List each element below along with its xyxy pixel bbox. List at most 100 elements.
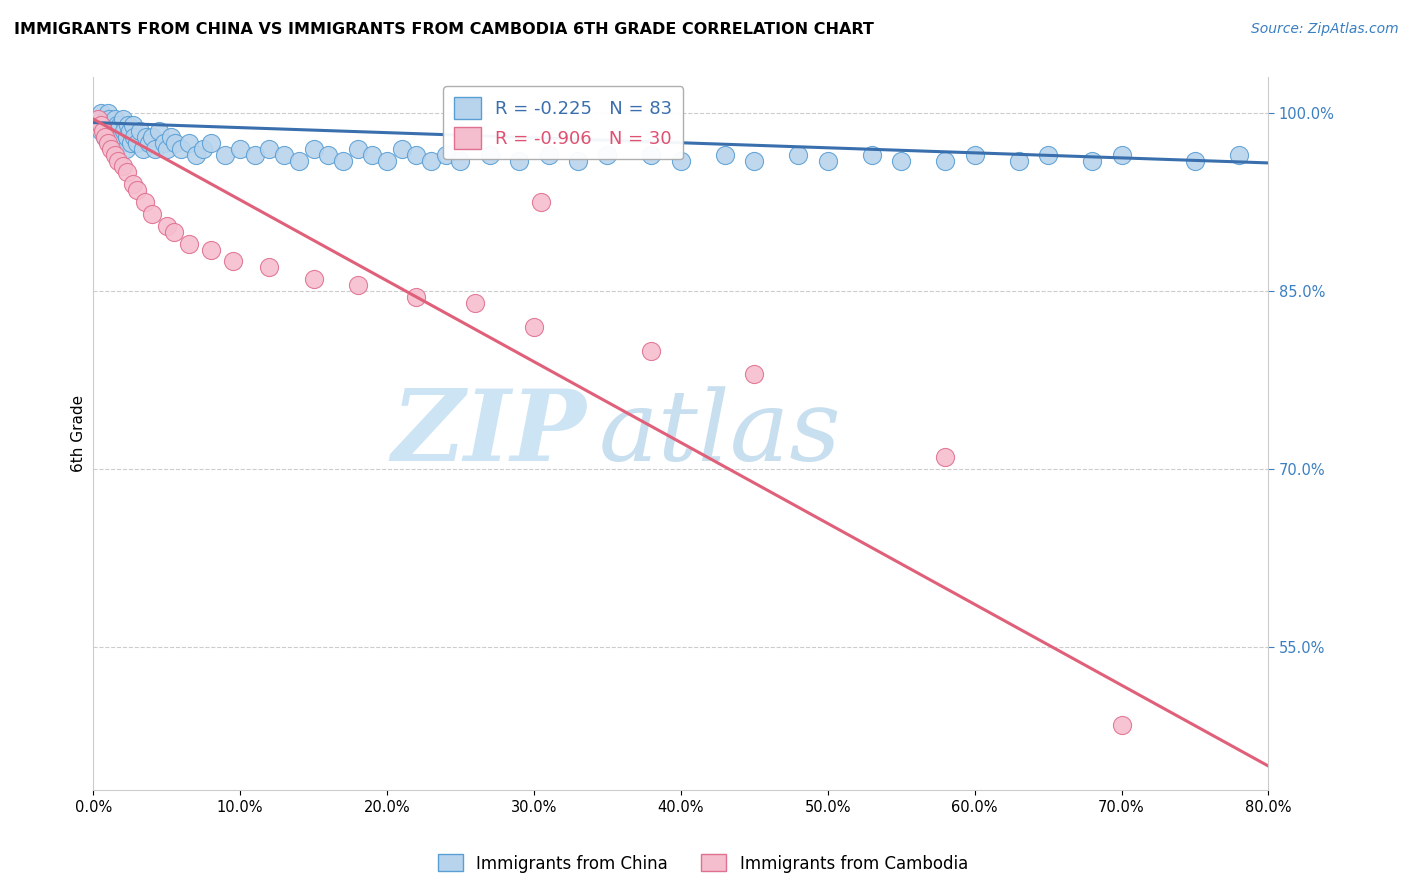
Point — [108, 136, 131, 150]
Text: ZIP: ZIP — [392, 385, 586, 482]
Point — [160, 129, 183, 144]
Point — [1111, 147, 1133, 161]
Point — [156, 219, 179, 233]
Y-axis label: 6th Grade: 6th Grade — [72, 395, 86, 472]
Point — [787, 147, 810, 161]
Point — [567, 153, 589, 168]
Point — [100, 124, 122, 138]
Point — [1184, 153, 1206, 168]
Point — [111, 160, 134, 174]
Point — [449, 153, 471, 168]
Point — [104, 147, 127, 161]
Point — [97, 106, 120, 120]
Point — [596, 147, 619, 161]
Point — [156, 142, 179, 156]
Point — [98, 112, 121, 126]
Point — [375, 153, 398, 168]
Point — [361, 147, 384, 161]
Point — [94, 129, 117, 144]
Point — [530, 195, 553, 210]
Point — [86, 112, 108, 126]
Point — [259, 142, 281, 156]
Point — [346, 142, 368, 156]
Point — [200, 243, 222, 257]
Point — [346, 278, 368, 293]
Point — [817, 153, 839, 168]
Point — [184, 147, 207, 161]
Point — [129, 124, 152, 138]
Point — [478, 147, 501, 161]
Point — [93, 118, 115, 132]
Point — [537, 147, 560, 161]
Point — [508, 153, 530, 168]
Point — [523, 319, 546, 334]
Point — [121, 178, 143, 192]
Point — [110, 129, 132, 144]
Point — [1111, 717, 1133, 731]
Point — [112, 124, 135, 138]
Point — [105, 118, 128, 132]
Point — [101, 118, 124, 132]
Point — [107, 153, 129, 168]
Point — [104, 112, 127, 126]
Point — [163, 225, 186, 239]
Point — [405, 147, 427, 161]
Point — [288, 153, 311, 168]
Legend: Immigrants from China, Immigrants from Cambodia: Immigrants from China, Immigrants from C… — [432, 847, 974, 880]
Point — [742, 153, 765, 168]
Point — [94, 129, 117, 144]
Point — [214, 147, 236, 161]
Point — [108, 118, 131, 132]
Point — [405, 290, 427, 304]
Point — [229, 142, 252, 156]
Point — [890, 153, 912, 168]
Point — [103, 129, 125, 144]
Point — [1227, 147, 1250, 161]
Point — [132, 142, 155, 156]
Point — [97, 129, 120, 144]
Point — [104, 129, 127, 144]
Point — [742, 368, 765, 382]
Text: atlas: atlas — [599, 386, 841, 482]
Point — [1008, 153, 1031, 168]
Point — [138, 136, 160, 150]
Point — [177, 236, 200, 251]
Point — [90, 124, 112, 138]
Point — [332, 153, 354, 168]
Point — [640, 147, 662, 161]
Point — [90, 106, 112, 120]
Point — [121, 118, 143, 132]
Point — [273, 147, 295, 161]
Point — [114, 142, 136, 156]
Point — [1081, 153, 1104, 168]
Point — [148, 124, 170, 138]
Point — [934, 450, 956, 465]
Point — [170, 142, 193, 156]
Point — [243, 147, 266, 161]
Point — [302, 272, 325, 286]
Point — [1036, 147, 1059, 161]
Point — [302, 142, 325, 156]
Point — [115, 129, 138, 144]
Point — [100, 142, 122, 156]
Point — [141, 129, 163, 144]
Text: IMMIGRANTS FROM CHINA VS IMMIGRANTS FROM CAMBODIA 6TH GRADE CORRELATION CHART: IMMIGRANTS FROM CHINA VS IMMIGRANTS FROM… — [14, 22, 875, 37]
Point — [127, 136, 149, 150]
Point — [120, 136, 142, 150]
Point — [640, 343, 662, 358]
Point — [464, 296, 486, 310]
Point — [934, 153, 956, 168]
Point — [714, 147, 737, 161]
Point — [860, 147, 883, 161]
Point — [152, 136, 174, 150]
Point — [86, 112, 108, 126]
Point — [124, 129, 146, 144]
Point — [316, 147, 339, 161]
Point — [193, 142, 215, 156]
Point — [177, 136, 200, 150]
Point — [141, 207, 163, 221]
Point — [127, 183, 149, 197]
Point — [115, 165, 138, 179]
Point — [222, 254, 245, 268]
Point — [107, 124, 129, 138]
